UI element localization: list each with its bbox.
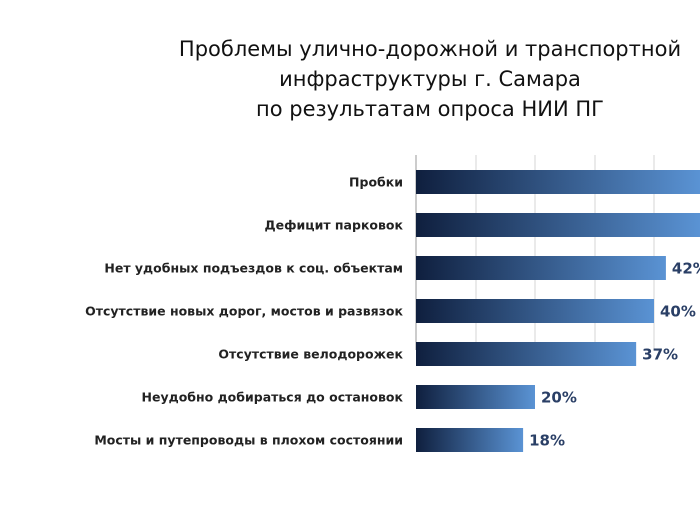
bar	[416, 170, 700, 194]
bar	[416, 428, 524, 452]
chart-title-line-1: Проблемы улично-дорожной и транспортной	[178, 37, 682, 61]
category-label: Пробки	[349, 175, 403, 190]
value-label: 42%	[672, 260, 700, 278]
category-label: Дефицит парковок	[265, 218, 404, 233]
labels: Пробки Дефицит парковок Нет удобных подъез…	[85, 175, 700, 450]
bar	[416, 342, 637, 366]
bar	[416, 213, 700, 237]
category-label: Отсутствие велодорожек	[218, 347, 403, 362]
bar	[416, 299, 654, 323]
chart-title-line-3: по результатам опроса НИИ ПГ	[256, 97, 604, 121]
category-label: Неудобно добираться до остановок	[142, 390, 404, 405]
chart-title-line-2: инфраструктуры г. Самара	[279, 67, 581, 91]
chart-title: Проблемы улично-дорожной и транспортной …	[0, 34, 700, 124]
bar	[416, 385, 535, 409]
value-label: 20%	[541, 389, 577, 407]
bar	[416, 256, 666, 280]
category-label: Нет удобных подъездов к соц. объектам	[104, 261, 403, 276]
category-label: Мосты и путепроводы в плохом состоянии	[94, 433, 403, 448]
value-label: 40%	[660, 303, 696, 321]
value-label: 37%	[642, 346, 678, 364]
value-label: 18%	[529, 432, 565, 450]
bars	[416, 170, 700, 452]
category-label: Отсутствие новых дорог, мостов и развязо…	[85, 304, 403, 319]
